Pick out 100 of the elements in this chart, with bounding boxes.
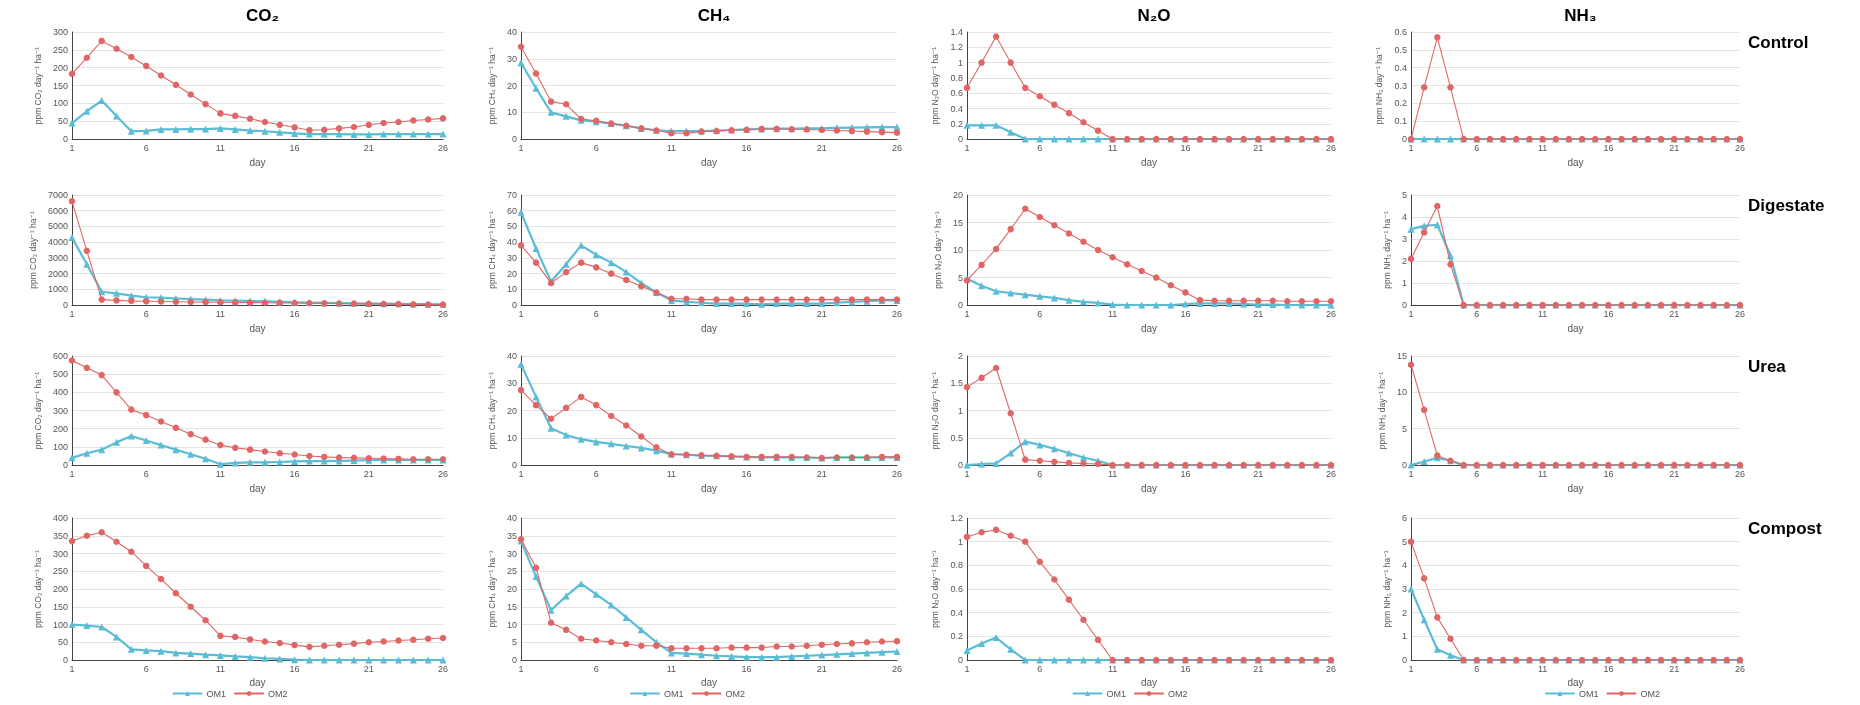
chart-title: CH₄ [697,6,731,25]
x-tick-label: 21 [816,142,827,153]
x-tick-label: 16 [1180,663,1191,674]
x-tick-label: 21 [1253,663,1264,674]
y-tick-label: 40 [506,237,517,248]
x-tick-label: 6 [593,468,599,479]
x-tick-label: 21 [363,142,374,153]
x-tick-label: 11 [1537,468,1548,479]
x-tick-label: 11 [1537,308,1548,319]
y-tick-label: 5 [1401,536,1407,547]
y-tick-label: 5 [1401,423,1407,434]
x-tick-label: 16 [1603,142,1614,153]
y-tick-label: 250 [52,566,68,577]
y-tick-label: 0.2 [1394,98,1407,109]
y-tick-label: 300 [52,405,68,416]
x-tick-label: 1 [964,142,970,153]
y-tick-label: 0 [62,300,68,311]
x-tick-label: 16 [289,468,300,479]
x-tick-label: 1 [964,663,970,674]
x-tick-label: 16 [1603,663,1614,674]
y-tick-label: 0 [957,655,963,665]
y-axis-title: ppm NH₃ day⁻¹ ha⁻¹ [1376,371,1387,450]
x-tick-label: 1 [518,663,524,674]
x-tick-label: 21 [1669,308,1680,319]
x-tick-label: 11 [1107,468,1118,479]
legend-label: OM2 [725,688,746,699]
x-tick-label: 26 [891,663,903,674]
x-tick-label: 1 [69,663,75,674]
y-tick-label: 5000 [47,221,68,232]
y-tick-label: 200 [52,584,68,594]
x-tick-label: 6 [143,663,149,674]
x-axis-title: day [1567,156,1584,168]
x-tick-label: 11 [1107,142,1118,153]
y-tick-label: 40 [506,351,517,361]
y-tick-label: 1 [1401,278,1407,289]
x-axis-title: day [700,677,718,689]
legend-label: OM1 [1106,688,1127,699]
y-tick-label: 4 [1401,560,1407,571]
y-tick-label: 30 [506,378,517,389]
x-tick-label: 1 [964,468,970,479]
x-tick-label: 26 [1325,663,1337,674]
y-tick-label: 0 [511,655,517,665]
x-tick-label: 6 [1474,142,1480,153]
chart-title: N₂O [1137,6,1171,25]
y-tick-label: 50 [57,116,68,127]
y-axis-title: ppm CO₂ day⁻¹ ha⁻¹ [27,211,38,289]
x-tick-label: 26 [891,308,903,319]
y-axis-title: ppm CH₄ day⁻¹ ha⁻¹ [486,550,497,628]
x-tick-label: 16 [289,663,300,674]
x-axis-title: day [700,322,718,334]
y-tick-label: 0 [511,460,517,471]
x-axis-title: day [1140,482,1158,494]
y-tick-label: 3 [1401,234,1407,245]
x-tick-label: 16 [1603,308,1614,319]
x-tick-label: 11 [1107,663,1118,674]
x-tick-label: 21 [1253,308,1264,319]
y-tick-label: 50 [506,221,517,232]
y-tick-label: 200 [52,423,68,434]
y-tick-label: 600 [52,351,68,361]
x-tick-label: 6 [593,663,599,674]
x-tick-label: 6 [143,308,149,319]
x-tick-label: 1 [1408,468,1414,479]
x-tick-label: 16 [1603,468,1614,479]
y-tick-label: 0 [511,134,517,145]
x-tick-label: 26 [437,468,449,479]
y-axis-title: ppm N₂O day⁻¹ ha⁻¹ [932,211,943,289]
y-tick-label: 20 [506,405,517,416]
y-tick-label: 5 [957,272,963,283]
x-axis-title: day [700,482,718,494]
y-tick-label: 2000 [47,268,68,279]
y-tick-label: 30 [506,548,517,559]
y-axis-title: ppm N₂O day⁻¹ ha⁻¹ [930,371,941,450]
x-tick-label: 26 [1734,663,1746,674]
x-axis-title: day [249,482,266,494]
x-tick-label: 1 [69,142,75,153]
y-tick-label: 0 [62,655,68,665]
text: Compost [1748,519,1822,538]
x-tick-label: 16 [1180,142,1191,153]
y-tick-label: 0.5 [950,432,963,443]
x-axis-title: day [1567,322,1584,334]
legend-label: OM1 [664,688,684,699]
y-tick-label: 0 [1401,300,1407,311]
x-tick-label: 11 [1537,142,1548,153]
x-axis-title: day [1140,322,1158,334]
y-tick-label: 1 [957,536,963,547]
x-tick-label: 21 [816,663,827,674]
y-tick-label: 5 [511,637,517,648]
y-tick-label: 15 [1396,351,1407,361]
x-tick-label: 1 [518,308,524,319]
x-tick-label: 21 [816,468,827,479]
y-tick-label: 0 [1401,655,1407,665]
x-tick-label: 6 [593,142,599,153]
x-tick-label: 26 [437,663,449,674]
y-tick-label: 10 [506,619,517,630]
x-tick-label: 6 [1474,308,1480,319]
y-tick-label: 0 [957,300,963,311]
x-tick-label: 21 [363,308,374,319]
y-tick-label: 0.1 [1394,116,1407,127]
y-tick-label: 1.5 [950,378,963,389]
x-tick-label: 21 [1669,468,1680,479]
